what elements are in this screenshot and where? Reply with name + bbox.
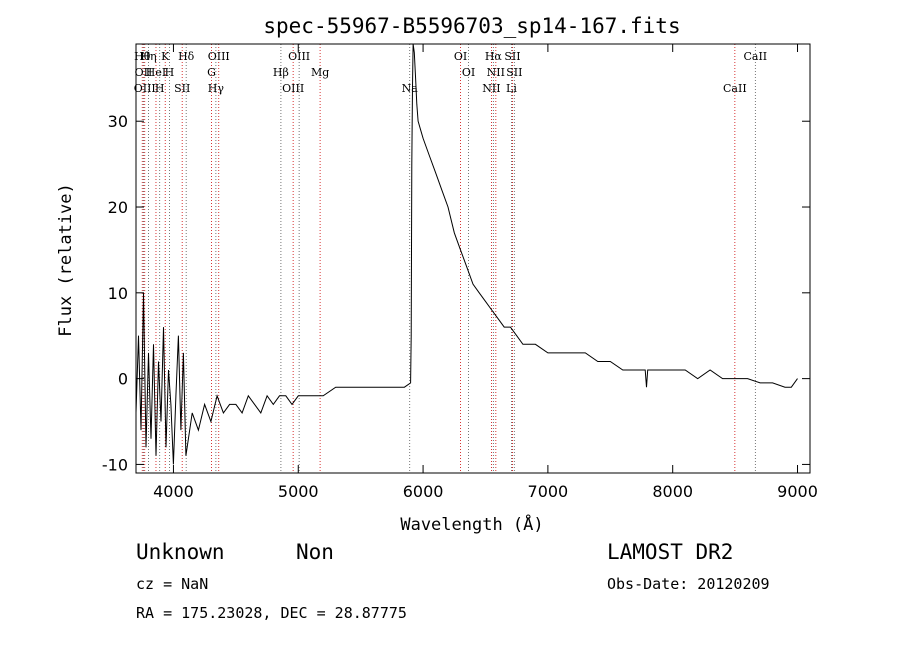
spectral-line-label: Na: [402, 82, 419, 95]
spectral-line-label: Hη: [140, 50, 156, 63]
spectral-line-label: K: [161, 50, 170, 63]
spectrum-series-line: [135, 43, 798, 465]
spectral-line-label: CaII: [743, 50, 767, 63]
y-axis-ticks: -10 0 10 20 30: [102, 112, 810, 474]
spectral-line-label: OIII: [134, 82, 156, 95]
spectral-line-label: SII: [174, 82, 190, 95]
spectral-line-label: Hγ: [208, 82, 225, 95]
coordinates: RA = 175.23028, DEC = 28.87775: [136, 604, 407, 622]
observation-date: Obs-Date: 20120209: [607, 575, 770, 593]
survey-label: LAMOST DR2: [607, 540, 734, 564]
spectral-line-label: NII: [487, 66, 505, 79]
x-tick-label: 7000: [528, 482, 569, 501]
spectral-line-label: H: [165, 66, 175, 79]
redshift-cz: cz = NaN: [136, 575, 209, 593]
spectral-line-label: OI: [462, 66, 475, 79]
spectral-line-label: SII: [504, 50, 520, 63]
spectral-line-label: OIII: [288, 50, 310, 63]
y-tick-label: 20: [108, 198, 128, 217]
chart-title: spec-55967-B5596703_sp14-167.fits: [263, 14, 680, 38]
y-tick-label: -10: [102, 455, 128, 474]
x-tick-label: 5000: [278, 482, 319, 501]
spectral-line-label: OIII: [282, 82, 304, 95]
spectral-line-label: OIII: [208, 50, 230, 63]
spectrum-chart: HθOIIOIIIHηHeIHKHSIIHδGHγOIIIHβOIIIOIIIM…: [56, 14, 818, 535]
x-tick-label: 9000: [777, 482, 818, 501]
spectral-line-label: Hβ: [273, 66, 289, 79]
spectral-line-label: CaII: [723, 82, 747, 95]
spectral-line-label: Hδ: [178, 50, 195, 63]
plot-frame: [135, 43, 811, 474]
object-subclass: Non: [296, 540, 334, 564]
spectral-line-labels: HθOIIOIIIHηHeIHKHSIIHδGHγOIIIHβOIIIOIIIM…: [134, 50, 767, 95]
y-axis-label: Flux (relative): [56, 183, 76, 337]
x-tick-label: 6000: [403, 482, 444, 501]
x-tick-label: 4000: [153, 482, 194, 501]
spectral-line-label: Hθ: [134, 50, 151, 63]
spectral-line-label: OI: [454, 50, 467, 63]
y-tick-label: 10: [108, 284, 128, 303]
x-tick-label: 8000: [652, 482, 693, 501]
spectral-line-label: Hα: [485, 50, 503, 63]
spectral-line-markers: [141, 44, 756, 473]
spectral-line-label: OII: [135, 66, 153, 79]
x-axis-label: Wavelength (Å): [400, 513, 543, 535]
y-tick-label: 0: [118, 370, 128, 389]
object-class: Unknown: [136, 540, 225, 564]
y-tick-label: 30: [108, 112, 128, 131]
spectral-line-label: Li: [506, 82, 517, 95]
spectral-line-label: Mg: [311, 66, 329, 79]
x-axis-ticks: 4000 5000 6000 7000 8000 9000: [153, 44, 818, 501]
spectral-line-label: SII: [506, 66, 522, 79]
spectral-line-label: HeI: [146, 66, 166, 79]
spectral-line-label: NII: [482, 82, 500, 95]
spectral-line-label: G: [207, 66, 216, 79]
spectral-line-label: H: [155, 82, 165, 95]
